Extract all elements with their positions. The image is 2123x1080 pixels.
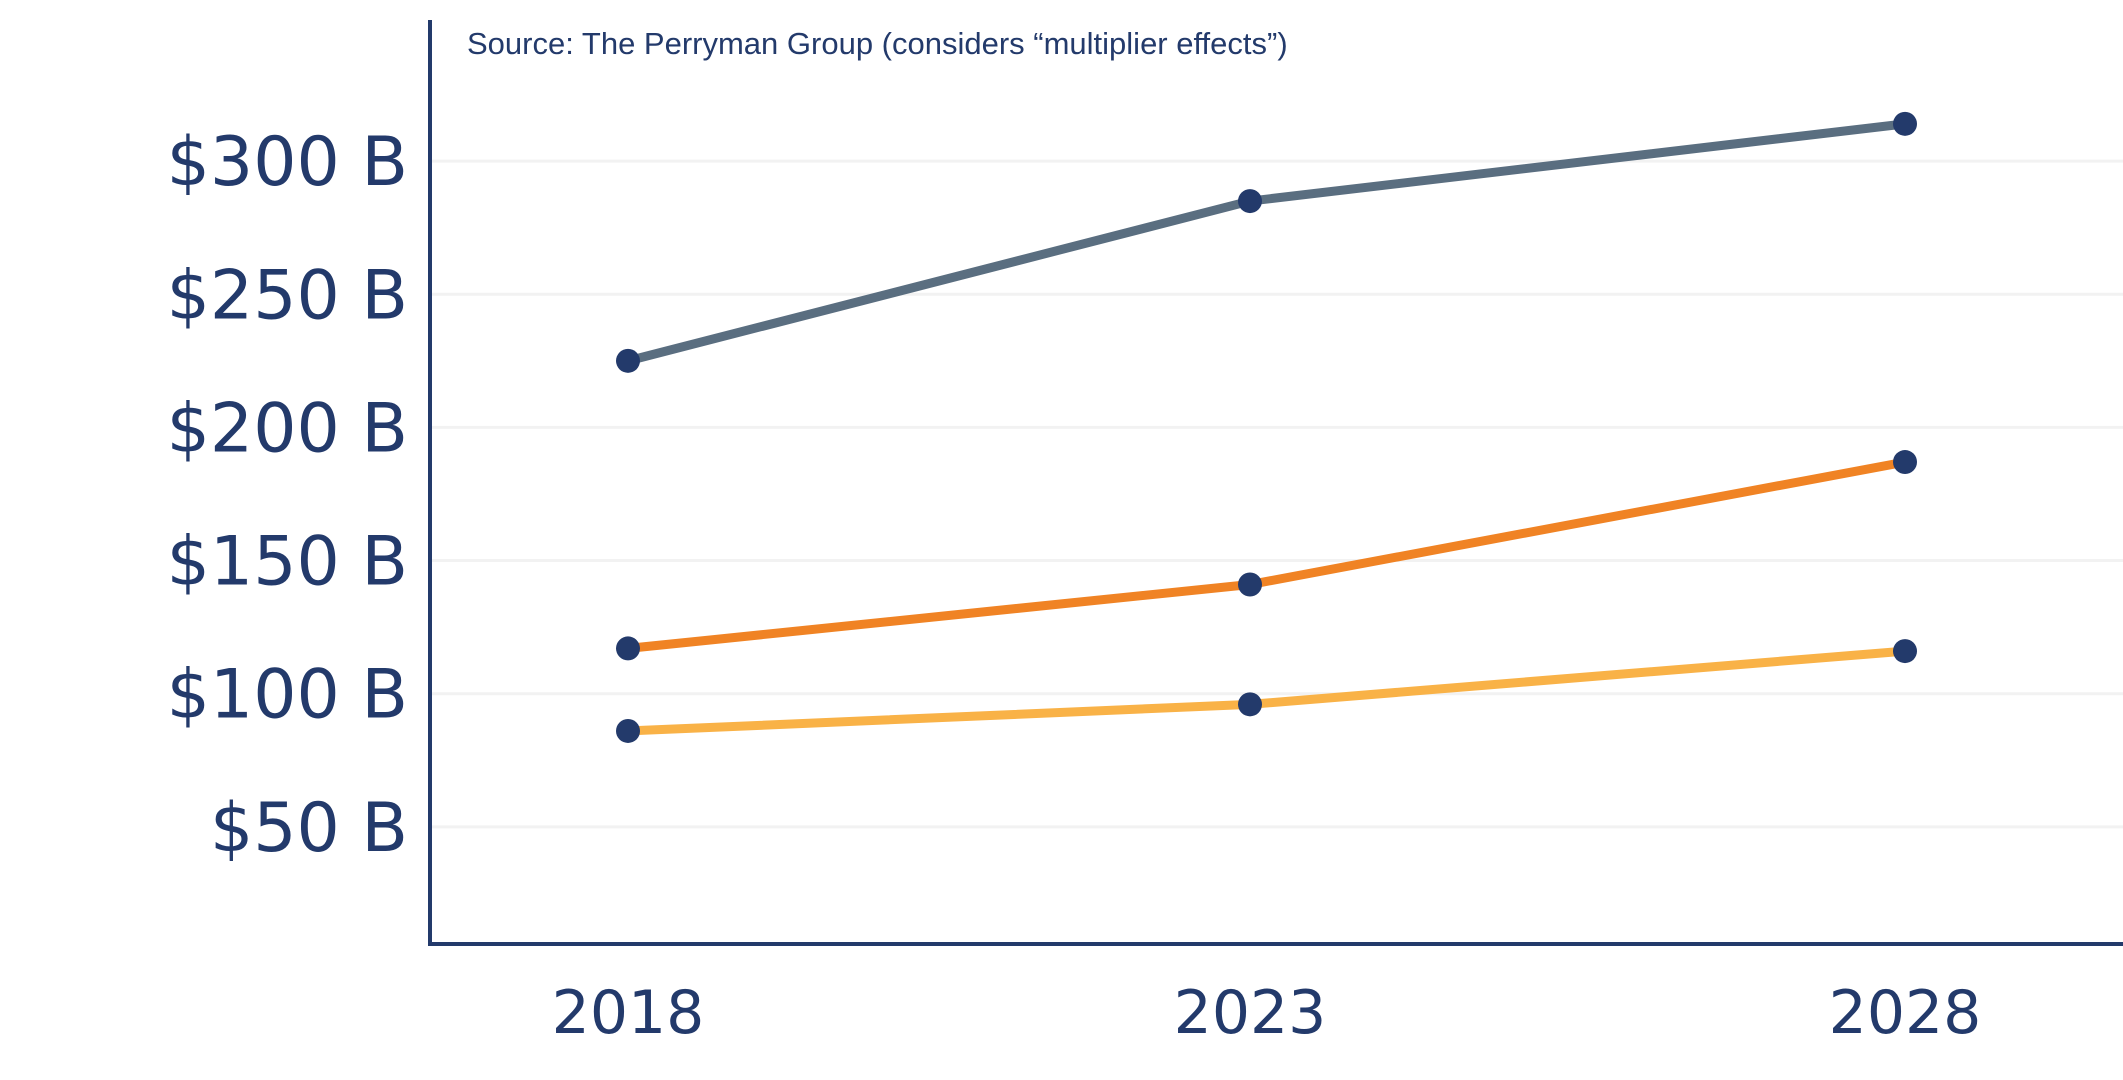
y-tick-label: $50 B	[210, 789, 408, 868]
data-point	[1238, 572, 1262, 597]
gridlines	[430, 159, 2123, 829]
data-point	[1893, 111, 1917, 136]
y-tick-label: $150 B	[167, 523, 408, 602]
y-axis-tick-labels: $50 B $100 B $150 B $200 B $250 B $300 B	[167, 123, 408, 868]
data-point	[616, 636, 640, 661]
series-line-1	[623, 119, 1910, 366]
source-note: Source: The Perryman Group (considers “m…	[467, 26, 1288, 61]
x-tick-label: 2023	[1174, 978, 1327, 1048]
data-point	[1893, 639, 1917, 664]
x-tick-label: 2028	[1829, 978, 1982, 1048]
data-point	[616, 718, 640, 743]
y-tick-label: $250 B	[167, 256, 408, 335]
data-point	[1238, 189, 1262, 214]
x-axis-tick-labels: 2018 2023 2028	[552, 978, 1982, 1048]
x-tick-label: 2018	[552, 978, 705, 1048]
series-line-2	[623, 457, 1910, 653]
data-point	[1238, 692, 1262, 717]
y-tick-label: $100 B	[167, 656, 408, 735]
y-tick-label: $300 B	[167, 123, 408, 202]
y-tick-label: $200 B	[167, 389, 408, 468]
data-point	[616, 348, 640, 373]
series-line-3	[623, 646, 1910, 736]
data-points	[616, 111, 1917, 743]
data-point	[1893, 450, 1917, 475]
